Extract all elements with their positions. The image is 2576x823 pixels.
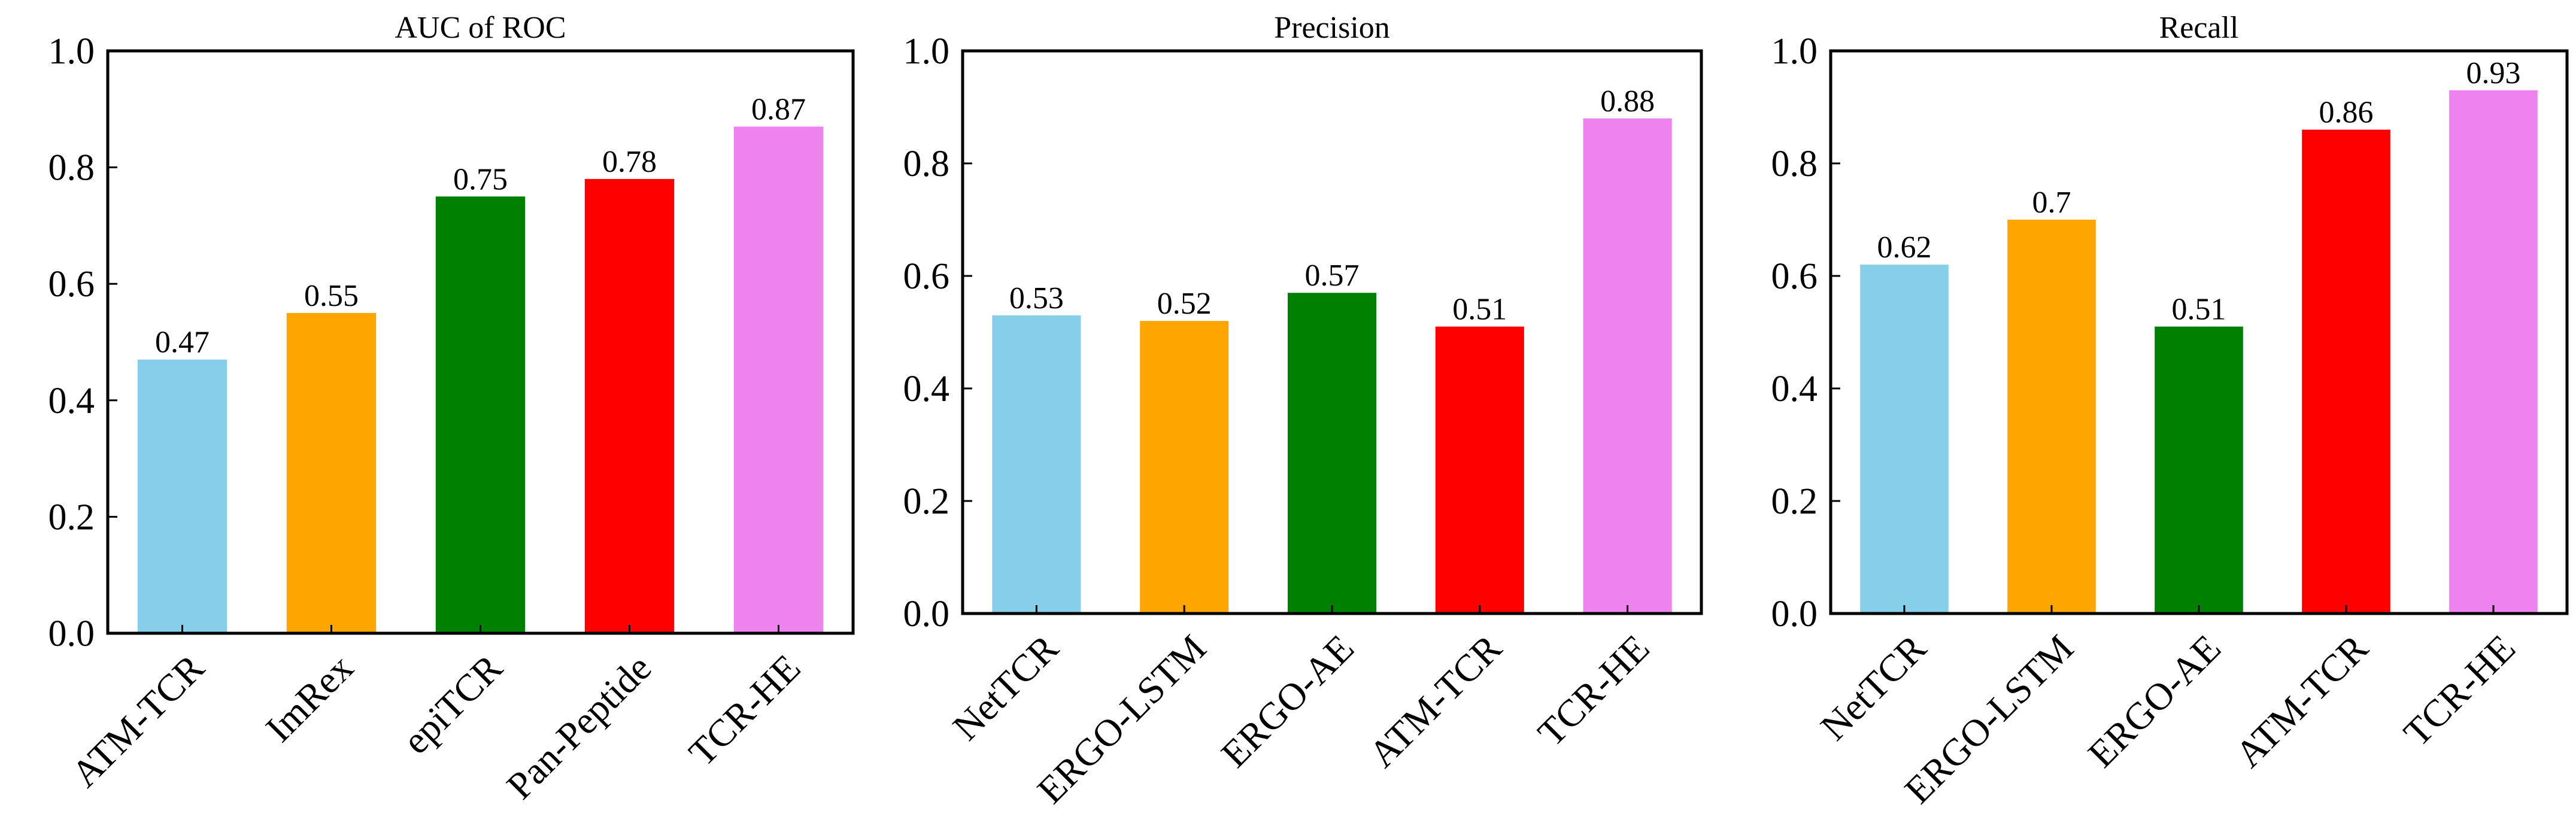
- y-tick-label: 0.2: [48, 497, 95, 537]
- y-tick-label: 0.2: [903, 481, 950, 522]
- bar-value-label: 0.88: [1600, 84, 1655, 119]
- y-tick-label: 0.4: [1771, 369, 1818, 409]
- x-tick-label: ATM-TCR: [2227, 626, 2376, 775]
- bar: [137, 359, 227, 633]
- y-tick-label: 0.6: [48, 264, 95, 305]
- plot-frame: [1829, 49, 2569, 615]
- x-tick-label: NetTCR: [945, 626, 1067, 748]
- y-tick-label: 0.6: [903, 256, 950, 297]
- x-tick-label: ERGO-AE: [2080, 627, 2229, 776]
- x-tick-label: TCR-HE: [2395, 627, 2523, 755]
- bar-value-label: 0.57: [1305, 259, 1360, 293]
- y-tick-label: 1.0: [48, 31, 95, 72]
- x-tick-label: TCR-HE: [681, 646, 809, 775]
- bar-value-label: 0.78: [602, 145, 657, 179]
- chart-panel-1: 0.47 ATM-TCR 0.55 ImRex 0.75 epiTCR 0.78 Pan-Pe…: [48, 11, 855, 807]
- bar: [2449, 90, 2538, 614]
- chart-panel-3: 0.62NetTCR0.7ERGO-LSTM0.51ERGO-AE0.86ATM…: [1771, 11, 2569, 812]
- bar: [1583, 118, 1672, 614]
- bar: [1860, 265, 1949, 614]
- chart-title: Recall: [2159, 11, 2239, 45]
- y-tick-label: 0.4: [903, 369, 950, 409]
- bar-value-label: 0.52: [1157, 287, 1212, 321]
- plot-frame: [106, 49, 855, 635]
- x-tick-label: TCR-HE: [1530, 627, 1658, 755]
- x-tick-label: epiTCR: [395, 646, 511, 762]
- bar-value-label: 0.62: [1877, 230, 1932, 265]
- y-tick-label: 0.2: [1771, 481, 1818, 522]
- bar-value-label: 0.51: [1452, 293, 1507, 327]
- y-tick-label: 0.0: [48, 614, 95, 654]
- bar: [584, 179, 675, 633]
- chart-title: Precision: [1274, 11, 1390, 45]
- x-tick-label: ATM-TCR: [63, 646, 213, 795]
- bar-value-label: 0.51: [2172, 293, 2226, 327]
- bar-value-label: 0.93: [2466, 56, 2521, 90]
- bar-value-label: 0.53: [1009, 281, 1064, 315]
- x-tick-label: Pan-Peptide: [499, 646, 660, 807]
- bar: [2007, 220, 2096, 614]
- bar: [1287, 293, 1377, 614]
- bar-value-label: 0.7: [2032, 186, 2071, 220]
- x-tick-label: ImRex: [257, 646, 361, 750]
- bar: [2302, 129, 2390, 614]
- bar: [286, 312, 377, 633]
- chart-title: AUC of ROC: [395, 11, 566, 45]
- y-tick-label: 0.6: [1771, 256, 1818, 297]
- y-tick-label: 0.4: [48, 381, 95, 421]
- bar: [2155, 326, 2243, 614]
- y-tick-label: 1.0: [903, 31, 950, 72]
- x-tick-label: NetTCR: [1812, 626, 1934, 748]
- y-tick-label: 0.8: [1771, 144, 1818, 184]
- y-tick-label: 0.0: [903, 594, 950, 634]
- bar: [733, 126, 824, 634]
- bar: [1435, 326, 1524, 614]
- chart-panel-2: 0.53NetTCR0.52ERGO-LSTM0.57ERGO-AE0.51AT…: [903, 11, 1703, 812]
- bar: [1140, 321, 1229, 614]
- bar-value-label: 0.87: [751, 92, 806, 126]
- bar-value-label: 0.86: [2319, 96, 2374, 130]
- bar: [992, 315, 1081, 614]
- bar-value-label: 0.47: [155, 326, 210, 360]
- x-tick-label: ATM-TCR: [1361, 626, 1510, 775]
- x-tick-label: ERGO-AE: [1213, 627, 1362, 776]
- y-tick-label: 0.8: [48, 148, 95, 189]
- bar-value-label: 0.75: [453, 162, 508, 196]
- bar: [435, 196, 526, 633]
- y-tick-label: 0.8: [903, 144, 950, 184]
- y-tick-label: 0.0: [1771, 594, 1818, 634]
- bar-value-label: 0.55: [304, 279, 359, 313]
- plot-frame: [961, 49, 1703, 615]
- y-tick-label: 1.0: [1771, 31, 1818, 72]
